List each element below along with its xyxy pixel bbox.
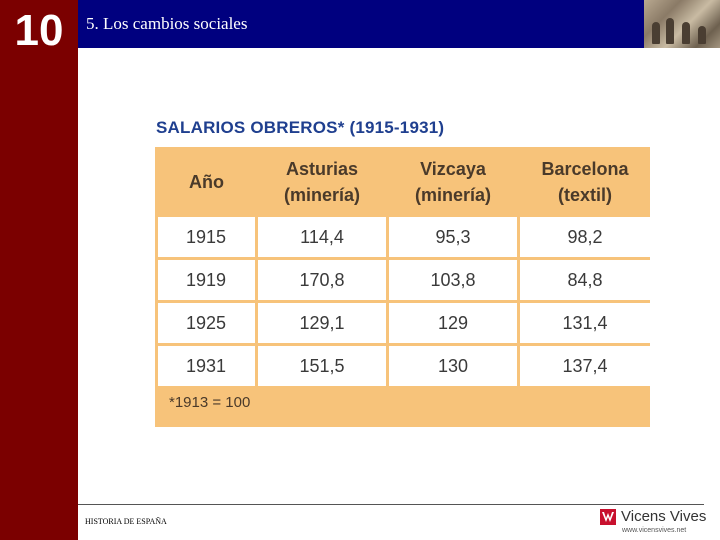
cell-value: 98,2 xyxy=(520,217,650,257)
cell-value: 114,4 xyxy=(258,217,386,257)
cell-year: 1931 xyxy=(158,346,255,386)
data-table: Año Asturias (minería) Vizcaya (minería) B… xyxy=(155,147,653,389)
vicens-vives-logo-icon xyxy=(600,509,616,525)
chapter-number: 10 xyxy=(14,6,64,55)
cell-value: 137,4 xyxy=(520,346,650,386)
header-bar: 5. Los cambios sociales xyxy=(78,0,644,48)
sidebar: 10 xyxy=(0,0,78,540)
cell-value: 130 xyxy=(389,346,517,386)
table-header-row: Año Asturias (minería) Vizcaya (minería) B… xyxy=(158,150,650,214)
cell-value: 131,4 xyxy=(520,303,650,343)
cell-year: 1925 xyxy=(158,303,255,343)
header-illustration xyxy=(644,0,720,48)
header-cell-asturias: Asturias (minería) xyxy=(258,150,386,214)
footer-course-label: HISTORIA DE ESPAÑA xyxy=(85,517,167,526)
table-row: 1925 129,1 129 131,4 xyxy=(158,303,650,343)
table-row: 1931 151,5 130 137,4 xyxy=(158,346,650,386)
cell-value: 103,8 xyxy=(389,260,517,300)
cell-value: 84,8 xyxy=(520,260,650,300)
table-footnote: *1913 = 100 xyxy=(169,394,251,411)
header-cell-year: Año xyxy=(158,150,255,214)
brand-name: Vicens Vives xyxy=(621,508,707,525)
footer-divider xyxy=(78,504,704,505)
salary-table: Año Asturias (minería) Vizcaya (minería) B… xyxy=(155,147,650,427)
cell-year: 1919 xyxy=(158,260,255,300)
header-cell-vizcaya: Vizcaya (minería) xyxy=(389,150,517,214)
cell-value: 95,3 xyxy=(389,217,517,257)
header-cell-barcelona: Barcelona (textil) xyxy=(520,150,650,214)
cell-value: 151,5 xyxy=(258,346,386,386)
cell-value: 170,8 xyxy=(258,260,386,300)
brand-url: www.vicensvives.net xyxy=(622,527,687,534)
table-row: 1919 170,8 103,8 84,8 xyxy=(158,260,650,300)
cell-year: 1915 xyxy=(158,217,255,257)
table-row: 1915 114,4 95,3 98,2 xyxy=(158,217,650,257)
table-title: SALARIOS OBREROS* (1915-1931) xyxy=(156,118,445,137)
cell-value: 129 xyxy=(389,303,517,343)
cell-value: 129,1 xyxy=(258,303,386,343)
page-title: 5. Los cambios sociales xyxy=(86,14,248,33)
